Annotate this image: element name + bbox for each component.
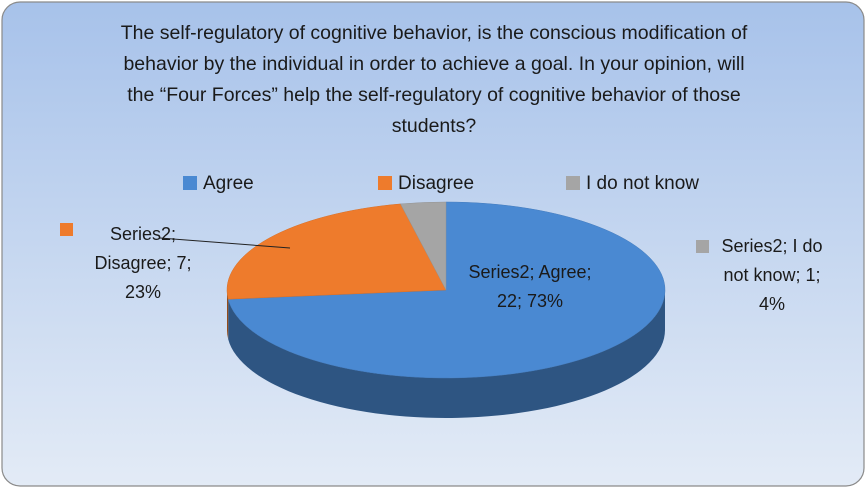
pie-slice [227, 201, 666, 379]
data-label: Series2; Disagree; 7; 23% [94, 224, 192, 302]
legend-label: Agree [203, 173, 254, 194]
slice-side [228, 290, 665, 418]
pie-slice [226, 203, 447, 300]
data-label: Series2; Agree; 22; 73% [468, 262, 592, 311]
legend-swatch [378, 176, 392, 190]
legend-swatch [566, 176, 580, 190]
leader-line [159, 237, 291, 249]
legend-label: Disagree [398, 173, 474, 194]
legend-swatch [183, 176, 197, 190]
data-label-swatch [60, 223, 73, 236]
data-label-swatch [456, 260, 469, 273]
legend-label: I do not know [586, 173, 699, 194]
slice-side [227, 290, 229, 340]
chart-title: The self-regulatory of cognitive behavio… [120, 22, 748, 137]
data-label-swatch [696, 240, 709, 253]
pie-slice [400, 201, 447, 291]
data-label: Series2; I do not know; 1; 4% [721, 236, 823, 314]
